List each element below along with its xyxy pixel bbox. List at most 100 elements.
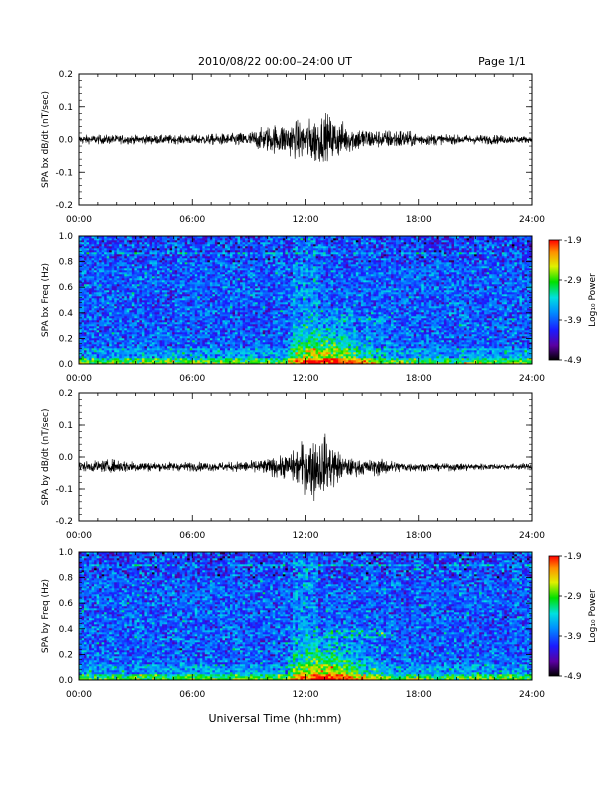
- spectrogram-cell: [172, 284, 175, 286]
- spectrogram-cell: [139, 360, 142, 362]
- spectrogram-cell: [94, 292, 97, 294]
- spectrogram-cell: [217, 332, 220, 334]
- spectrogram-cell: [253, 272, 256, 274]
- spectrogram-cell: [222, 246, 225, 248]
- spectrogram-cell: [172, 254, 175, 256]
- spectrogram-cell: [253, 308, 256, 310]
- spectrogram-cell: [222, 262, 225, 264]
- spectrogram-cell: [167, 350, 170, 352]
- spectrogram-cell: [205, 260, 208, 262]
- spectrogram-cell: [84, 254, 87, 256]
- spectrogram-cell: [243, 302, 246, 304]
- spectrogram-cell: [112, 290, 115, 292]
- spectrogram-cell: [202, 354, 205, 356]
- spectrogram-cell: [207, 354, 210, 356]
- spectrogram-cell: [165, 306, 168, 308]
- spectrogram-cell: [165, 260, 168, 262]
- spectrogram-cell: [182, 340, 185, 342]
- spectrogram-cell: [144, 244, 147, 246]
- y-tick-label: 0.1: [59, 103, 73, 113]
- spectrogram-cell: [160, 286, 163, 288]
- spectrogram-cell: [160, 358, 163, 360]
- spectrogram-cell: [212, 246, 215, 248]
- spectrogram-cell: [99, 246, 102, 248]
- spectrogram-cell: [175, 298, 178, 300]
- spectrogram-cell: [230, 278, 233, 280]
- spectrogram-cell: [182, 276, 185, 278]
- spectrogram-cell: [265, 306, 268, 308]
- spectrogram-cell: [97, 304, 100, 306]
- spectrogram-cell: [225, 276, 228, 278]
- spectrogram-cell: [227, 356, 230, 358]
- spectrogram-cell: [250, 268, 253, 270]
- spectrogram-cell: [92, 330, 95, 332]
- spectrogram-cell: [243, 238, 246, 240]
- spectrogram-cell: [165, 338, 168, 340]
- spectrogram-cell: [160, 302, 163, 304]
- spectrogram-cell: [182, 324, 185, 326]
- spectrogram-cell: [268, 250, 271, 252]
- spectrogram-cell: [147, 312, 150, 314]
- spectrogram-cell: [87, 348, 90, 350]
- spectrogram-cell: [227, 310, 230, 312]
- spectrogram-cell: [152, 264, 155, 266]
- spectrogram-cell: [152, 344, 155, 346]
- spectrogram-cell: [230, 360, 233, 362]
- spectrogram-cell: [97, 240, 100, 242]
- spectrogram-cell: [119, 248, 122, 250]
- spectrogram-cell: [235, 304, 238, 306]
- spectrogram-cell: [255, 320, 258, 322]
- spectrogram-cell: [112, 338, 115, 340]
- spectrogram-cell: [114, 304, 117, 306]
- spectrogram-cell: [210, 300, 213, 302]
- spectrogram-cell: [82, 340, 85, 342]
- spectrogram-cell: [217, 250, 220, 252]
- spectrogram-cell: [147, 276, 150, 278]
- spectrogram-cell: [195, 338, 198, 340]
- spectrogram-cell: [260, 258, 263, 260]
- spectrogram-cell: [160, 318, 163, 320]
- spectrogram-cell: [243, 296, 246, 298]
- spectrogram-cell: [235, 334, 238, 336]
- spectrogram-cell: [212, 322, 215, 324]
- spectrogram-cell: [200, 268, 203, 270]
- spectrogram-cell: [89, 254, 92, 256]
- spectrogram-cell: [89, 296, 92, 298]
- spectrogram-cell: [190, 346, 193, 348]
- spectrogram-cell: [245, 304, 248, 306]
- spectrogram-cell: [177, 258, 180, 260]
- spectrogram-cell: [89, 292, 92, 294]
- spectrogram-cell: [248, 348, 251, 350]
- spectrogram-cell: [248, 322, 251, 324]
- spectrogram-cell: [117, 254, 120, 256]
- spectrogram-cell: [129, 310, 132, 312]
- spectrogram-cell: [170, 318, 173, 320]
- spectrogram-cell: [142, 270, 145, 272]
- spectrogram-cell: [245, 338, 248, 340]
- x-tick-label: 18:00: [406, 215, 432, 225]
- spectrogram-cell: [250, 306, 253, 308]
- spectrogram-cell: [109, 324, 112, 326]
- spectrogram-cell: [265, 270, 268, 272]
- spectrogram-cell: [172, 296, 175, 298]
- spectrogram-cell: [220, 266, 223, 268]
- spectrogram-cell: [124, 348, 127, 350]
- spectrogram-cell: [157, 268, 160, 270]
- spectrogram-cell: [180, 358, 183, 360]
- spectrogram-cell: [155, 288, 158, 290]
- spectrogram-cell: [102, 346, 105, 348]
- spectrogram-cell: [227, 342, 230, 344]
- spectrogram-cell: [99, 360, 102, 362]
- spectrogram-cell: [230, 288, 233, 290]
- spectrogram-cell: [147, 302, 150, 304]
- spectrogram-cell: [157, 322, 160, 324]
- spectrogram-cell: [243, 290, 246, 292]
- spectrogram-cell: [147, 270, 150, 272]
- spectrogram-cell: [155, 322, 158, 324]
- spectrogram-cell: [142, 318, 145, 320]
- spectrogram-cell: [144, 322, 147, 324]
- spectrogram-cell: [182, 298, 185, 300]
- spectrogram-cell: [165, 274, 168, 276]
- spectrogram-cell: [87, 346, 90, 348]
- spectrogram-cell: [170, 332, 173, 334]
